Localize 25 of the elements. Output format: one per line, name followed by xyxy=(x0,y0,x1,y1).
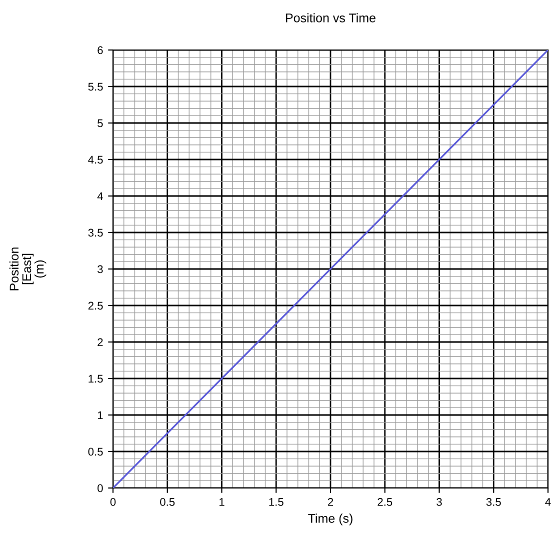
x-tick-label: 1.5 xyxy=(269,498,284,506)
x-tick-label: 3.5 xyxy=(486,498,501,506)
y-tick-label: 1.5 xyxy=(88,374,103,383)
y-axis-title: Position [East] (m) xyxy=(9,248,46,290)
y-tick-label: 5.5 xyxy=(88,82,103,91)
x-tick-label: 2.5 xyxy=(378,498,392,506)
y-tick-label: 1 xyxy=(98,411,103,420)
chart-title: Position vs Time xyxy=(286,13,376,22)
x-tick-label: 0.5 xyxy=(160,498,175,506)
y-tick-label: 0.5 xyxy=(88,448,103,456)
y-tick-label: 4.5 xyxy=(88,156,103,164)
x-tick-label: 4 xyxy=(545,498,551,506)
x-tick-label: 3 xyxy=(436,498,442,506)
y-tick-label: 5 xyxy=(98,119,103,128)
y-tick-label: 4 xyxy=(97,192,103,200)
y-tick-label: 0 xyxy=(98,484,103,492)
y-tick-label: 6 xyxy=(98,46,103,54)
y-tick-label: 3.5 xyxy=(88,228,103,237)
x-tick-label: 0 xyxy=(110,498,116,506)
y-tick-label: 2.5 xyxy=(88,302,103,310)
y-tick-label: 3 xyxy=(98,265,103,274)
x-tick-label: 2 xyxy=(328,498,334,506)
y-tick-label: 2 xyxy=(98,338,103,346)
x-axis-title: Time (s) xyxy=(308,514,352,526)
x-tick-label: 1 xyxy=(220,498,224,506)
